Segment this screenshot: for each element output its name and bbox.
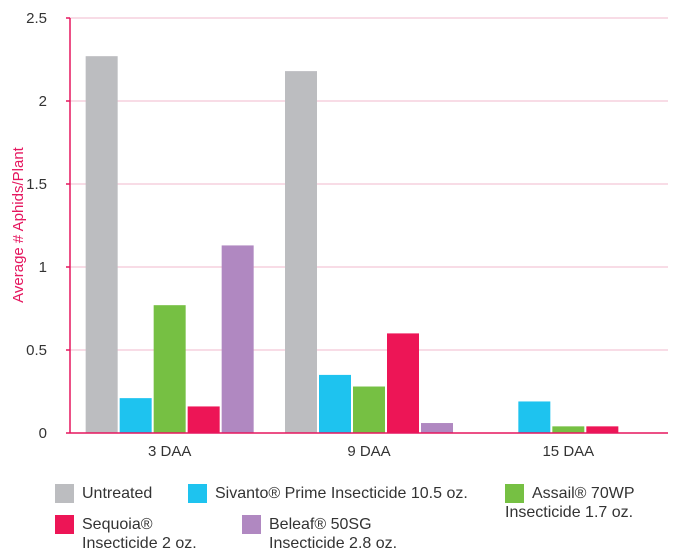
bar [153, 305, 186, 433]
y-tick-label: 2 [39, 93, 47, 110]
legend-label: Assail® 70WP Insecticide 1.7 oz. [505, 484, 635, 522]
legend-label-line: Insecticide 1.7 oz. [505, 504, 634, 521]
legend-label-line: Insecticide 2 oz. [82, 535, 197, 552]
legend-label-line: Beleaf® 50SG [269, 516, 372, 533]
bar [518, 401, 551, 433]
y-tick-label: 0.5 [26, 342, 47, 359]
y-axis-label: Average # Aphids/Plant [10, 146, 27, 303]
bar [552, 426, 585, 433]
legend: Untreated Sivanto® Prime Insecticide 10.… [0, 478, 673, 560]
legend-item-untreated: Untreated [55, 484, 152, 503]
legend-label-line: Sequoia® [82, 516, 153, 533]
bar [353, 386, 385, 433]
legend-swatch [55, 484, 74, 503]
y-tick-label: 0 [39, 425, 47, 442]
legend-item-sivanto: Sivanto® Prime Insecticide 10.5 oz. [188, 484, 468, 503]
legend-item-beleaf: Beleaf® 50SG Insecticide 2.8 oz. [242, 515, 397, 553]
legend-swatch [55, 515, 74, 534]
legend-label: Sivanto® Prime Insecticide 10.5 oz. [215, 485, 468, 502]
bar [85, 56, 118, 434]
bar [187, 406, 220, 433]
bar [285, 71, 317, 434]
bar [221, 245, 254, 433]
legend-swatch [242, 515, 261, 534]
x-category-label: 3 DAA [148, 443, 191, 460]
bar [319, 374, 351, 433]
x-category-label: 15 DAA [542, 443, 594, 460]
bars [85, 56, 619, 434]
bar [119, 398, 152, 433]
legend-label-line: Insecticide 2.8 oz. [269, 535, 398, 552]
legend-label: Beleaf® 50SG Insecticide 2.8 oz. [269, 515, 397, 553]
legend-item-sequoia: Sequoia® Insecticide 2 oz. [55, 515, 197, 553]
legend-item-assail: Assail® 70WP Insecticide 1.7 oz. [505, 484, 634, 522]
y-tick-label: 1.5 [26, 176, 47, 193]
bar [421, 423, 453, 433]
y-tick-labels: 0 0.5 1 1.5 2 2.5 [26, 10, 47, 442]
legend-label: Untreated [82, 485, 153, 502]
legend-swatch [505, 484, 524, 503]
axes [66, 17, 668, 434]
legend-swatch [188, 484, 207, 503]
bar [586, 426, 619, 433]
bar [387, 333, 419, 433]
gridlines [70, 17, 668, 351]
x-category-label: 9 DAA [347, 443, 390, 460]
y-tick-label: 1 [39, 259, 47, 276]
legend-label-line: Assail® 70WP [532, 485, 635, 502]
y-tick-label: 2.5 [26, 10, 47, 27]
x-category-labels: 3 DAA 9 DAA 15 DAA [148, 443, 594, 460]
legend-label: Sequoia® Insecticide 2 oz. [82, 515, 197, 553]
